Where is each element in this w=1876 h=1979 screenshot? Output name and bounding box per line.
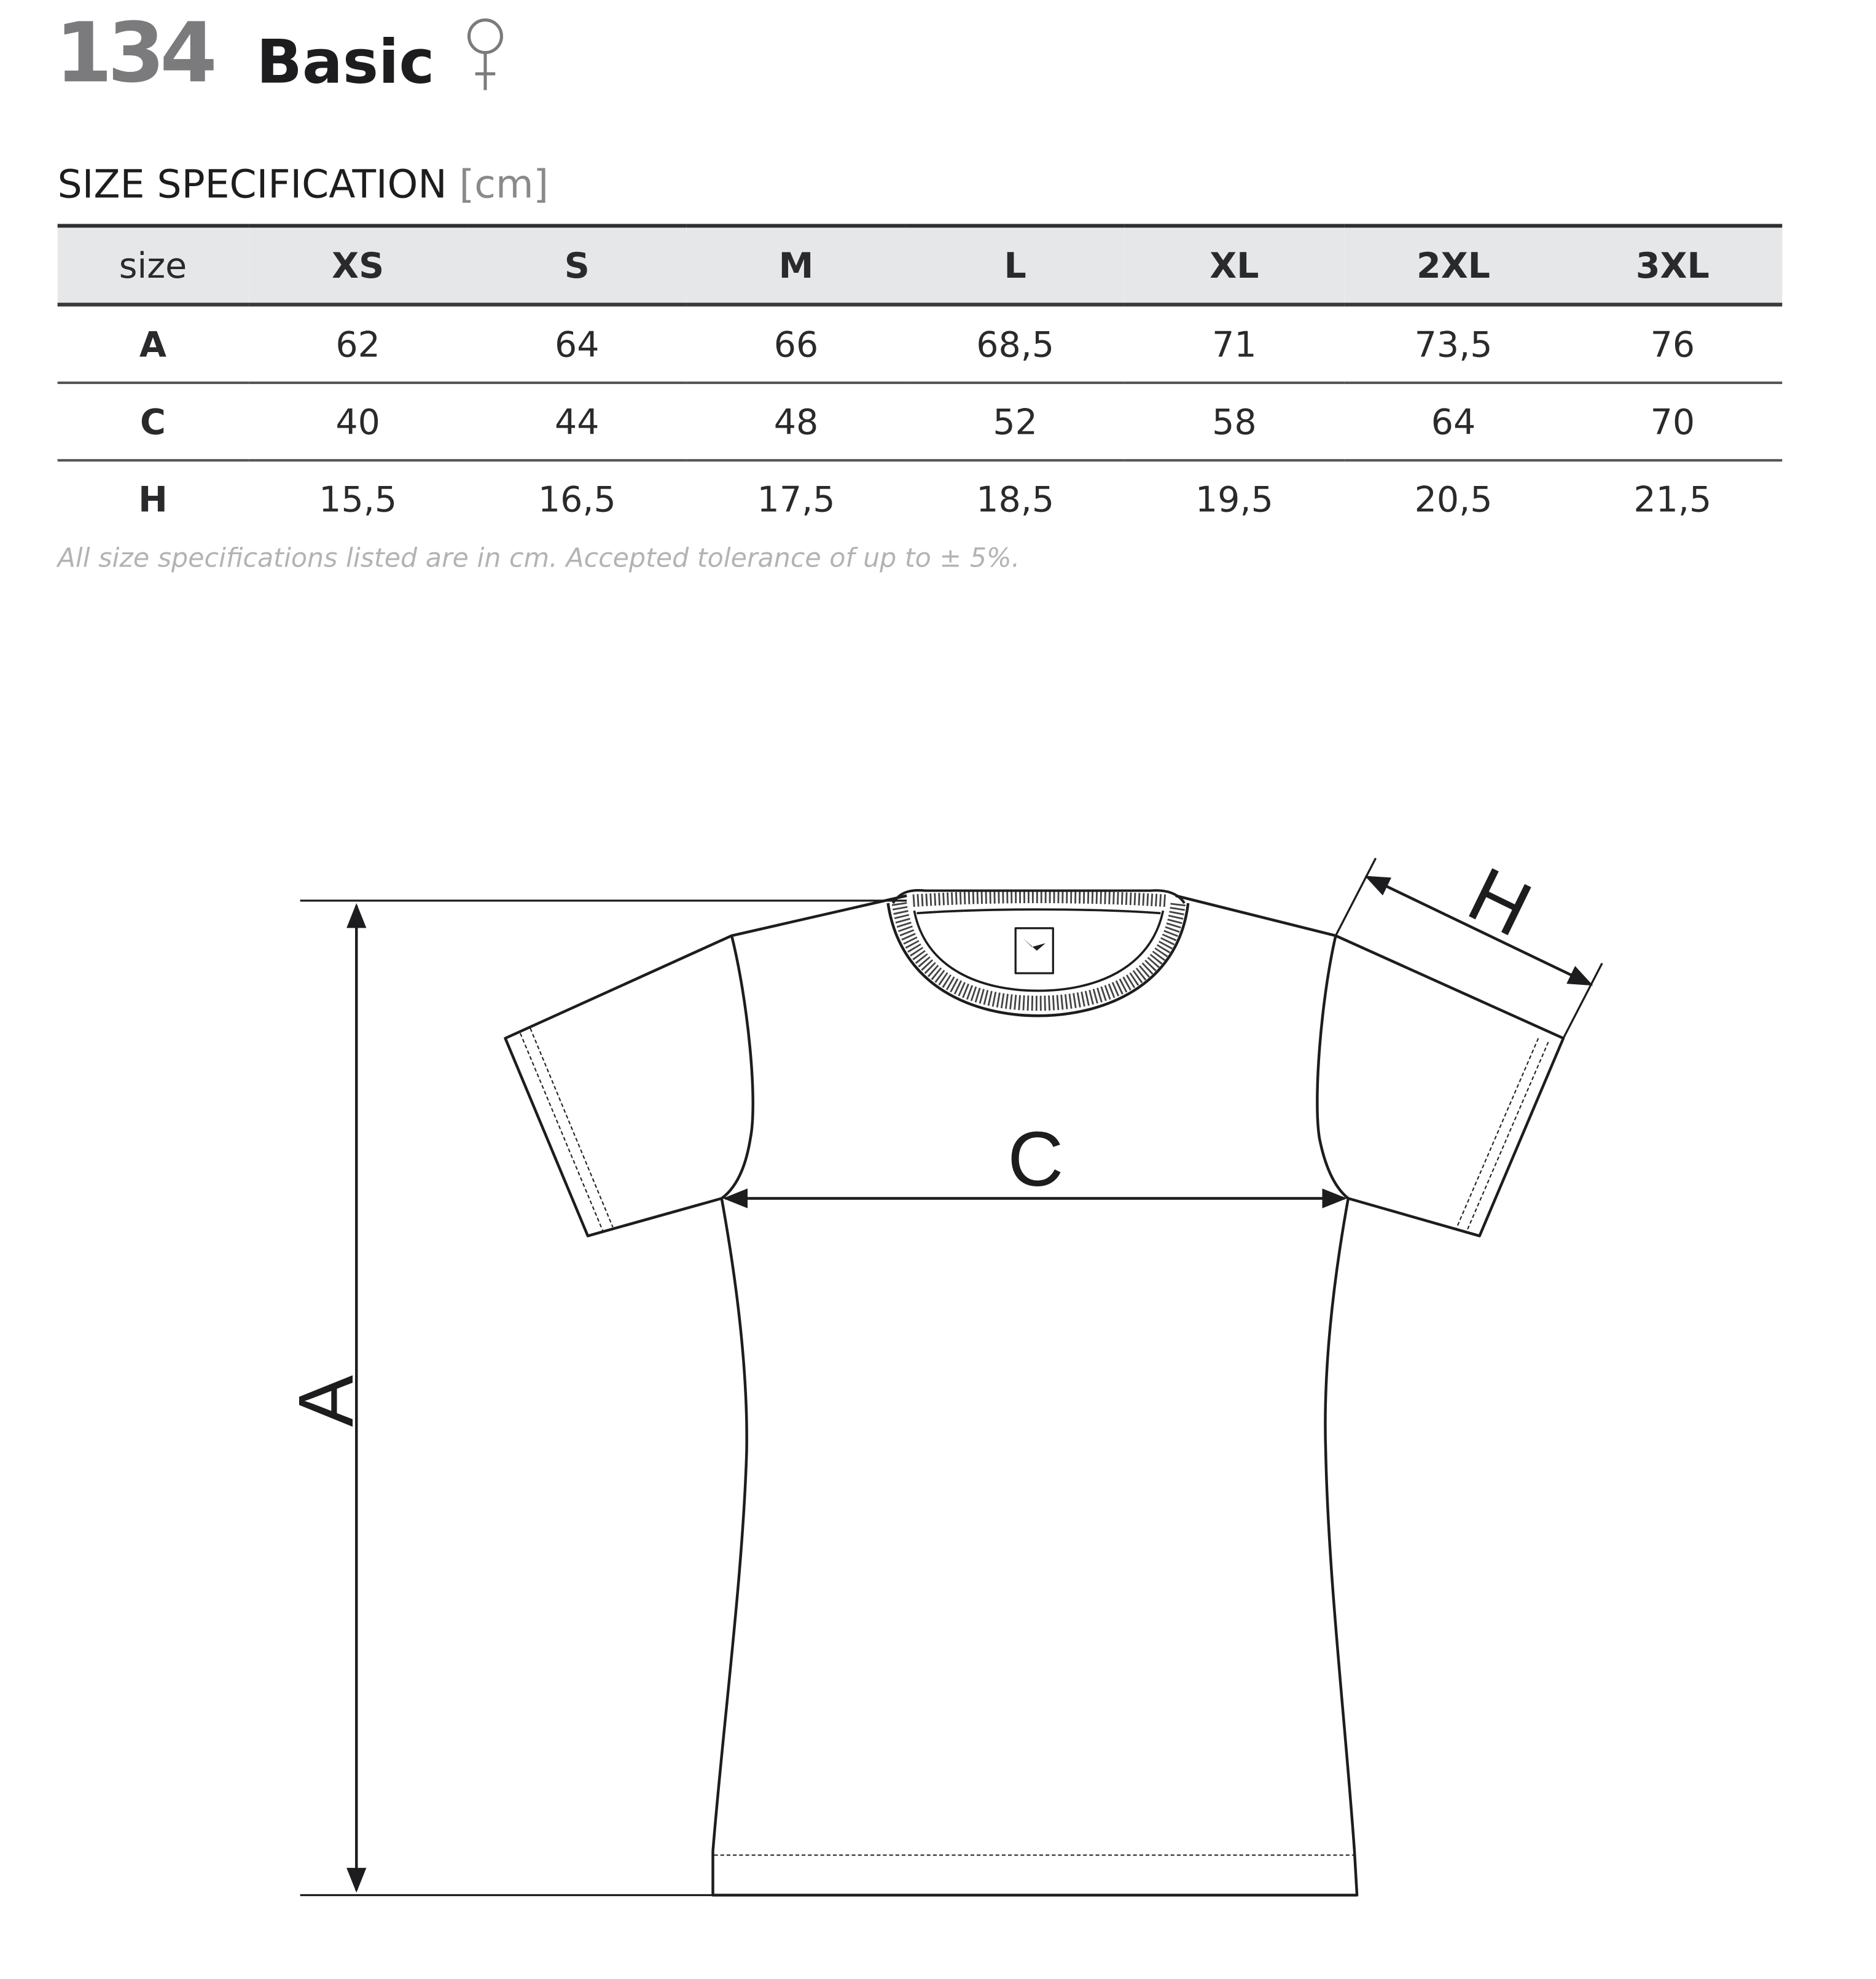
table-cell: 44 (555, 401, 600, 442)
collar-back-rib (912, 890, 1167, 907)
table-cell: 17,5 (757, 478, 835, 520)
table-row: C 40 44 48 52 58 64 70 (57, 383, 1783, 461)
collar-rib (891, 902, 1186, 1011)
table-cell: 15,5 (319, 478, 397, 520)
column-header: 2XL (1417, 245, 1491, 286)
label-a: A (283, 1375, 369, 1427)
table-cell: 62 (335, 323, 380, 365)
column-header: size (119, 245, 187, 286)
table-cell: 64 (1431, 401, 1476, 442)
row-label: A (139, 323, 167, 365)
column-header: M (778, 245, 814, 286)
right-sleeve-hem (1455, 1038, 1549, 1234)
table-row: H 15,5 16,5 17,5 18,5 19,5 20,5 21,5 (58, 460, 1783, 536)
table-cell: 40 (335, 401, 380, 442)
collar-top (891, 888, 1186, 904)
row-label: H (138, 478, 168, 520)
table-row: A 62 64 66 68,5 71 73,5 76 (57, 305, 1783, 383)
sleeve-ref-line-2 (1562, 962, 1603, 1039)
table-cell: 73,5 (1414, 323, 1493, 365)
section-title: SIZE SPECIFICATION [cm] (58, 163, 549, 208)
right-armhole-seam (1316, 935, 1350, 1200)
product-code: 134 (55, 5, 217, 101)
shirt-outline (504, 894, 1565, 1897)
column-header: XL (1210, 245, 1259, 286)
table-cell: 66 (773, 323, 819, 365)
row-label: C (140, 401, 166, 442)
size-table: size XS S M L XL 2XL 3XL A 62 64 66 68,5 71 73… (57, 224, 1783, 536)
table-cell: 21,5 (1633, 478, 1712, 520)
collar-outer (886, 903, 1190, 1017)
table-cell: 48 (773, 401, 819, 442)
sleeve-ref-line-1 (1335, 857, 1377, 936)
table-header-row: size XS S M L XL 2XL 3XL (57, 225, 1783, 305)
column-header: 3XL (1635, 245, 1710, 286)
table-cell: 71 (1212, 323, 1257, 365)
collar-inner (913, 908, 1165, 992)
label-h: H (1456, 850, 1544, 953)
sleeve-arrow-h (1364, 876, 1593, 986)
table-cell: 76 (1650, 323, 1695, 365)
table-cell: 52 (993, 401, 1038, 442)
spec-title: SIZE SPECIFICATION (57, 162, 447, 208)
table-cell: 64 (555, 323, 600, 365)
table-cell: 58 (1212, 401, 1257, 442)
product-name: Basic (256, 27, 435, 98)
table-cell: 16,5 (537, 478, 616, 520)
table-cell: 68,5 (976, 323, 1055, 365)
left-armhole-seam (721, 935, 754, 1200)
brand-label-icon (1014, 927, 1054, 974)
table-cell: 19,5 (1195, 478, 1273, 520)
column-header: L (1004, 245, 1026, 286)
label-c: C (1007, 1116, 1063, 1202)
spec-unit: [cm] (459, 162, 549, 208)
female-symbol-icon (467, 18, 503, 90)
tolerance-note: All size specifications listed are in cm… (57, 543, 1020, 573)
table-cell: 70 (1650, 401, 1695, 442)
table-cell: 20,5 (1414, 478, 1493, 520)
table-cell: 18,5 (976, 478, 1055, 520)
column-header: XS (332, 245, 385, 286)
column-header: S (564, 245, 590, 286)
left-sleeve-hem (520, 1028, 614, 1231)
